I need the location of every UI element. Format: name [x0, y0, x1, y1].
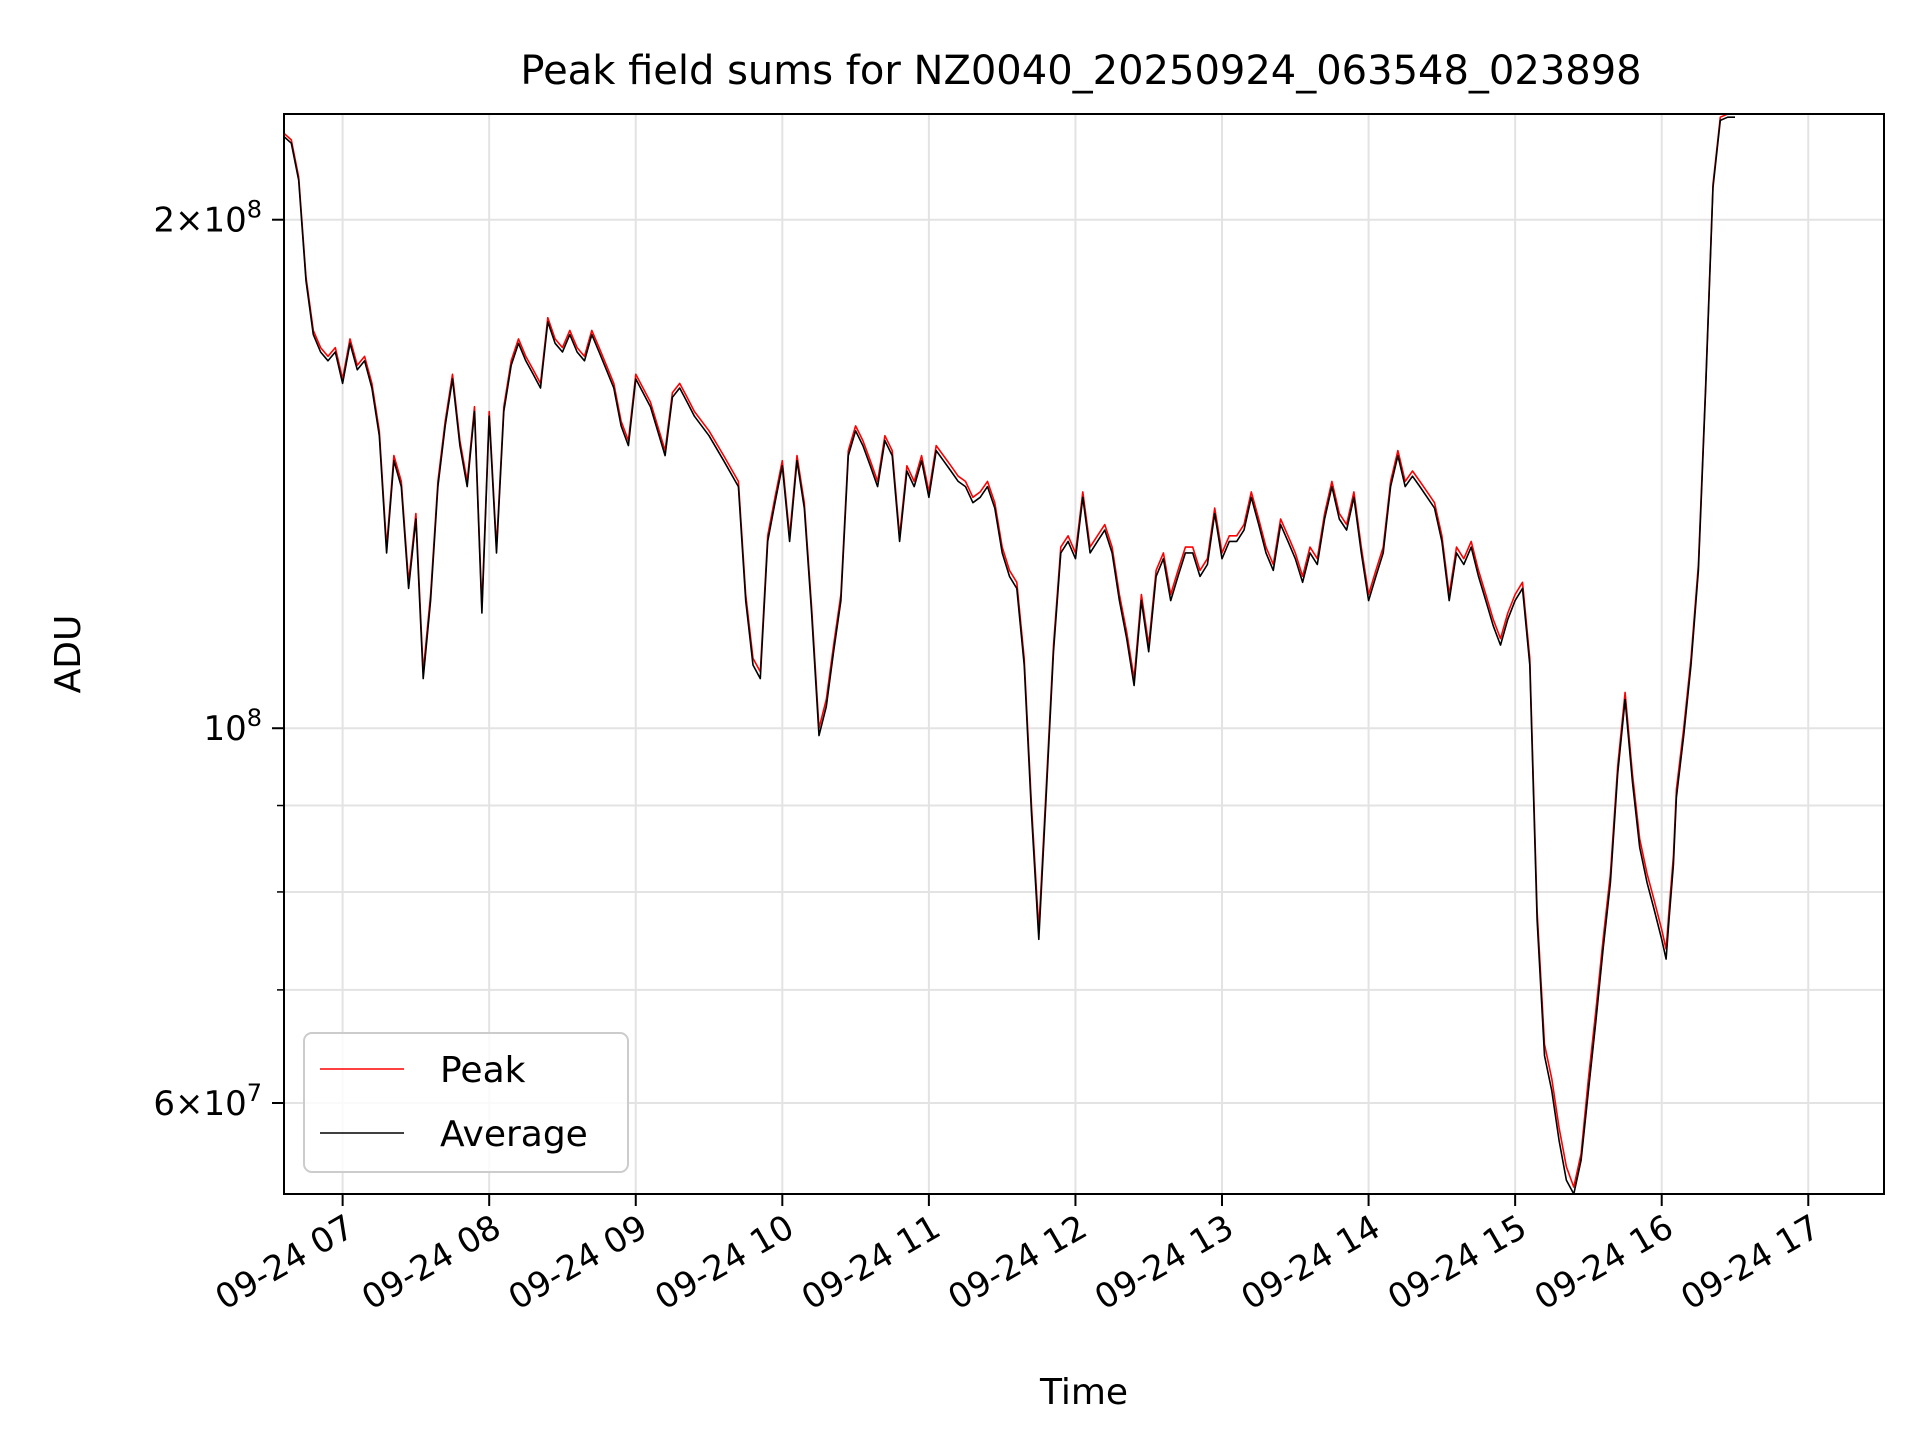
- y-tick-label: 2×108: [153, 196, 262, 241]
- grid: [284, 114, 1884, 1194]
- chart-title: Peak field sums for NZ0040_20250924_0635…: [520, 48, 1641, 94]
- y-axis-label: ADU: [48, 615, 89, 694]
- y-tick-label: 108: [203, 704, 262, 749]
- y-axis-ticks: 2×108 108 6×107: [153, 196, 284, 1124]
- legend-label-average: Average: [440, 1114, 588, 1155]
- y-tick-label: 6×107: [153, 1079, 262, 1124]
- legend-label-peak: Peak: [440, 1050, 526, 1091]
- x-axis-label: Time: [1039, 1372, 1128, 1413]
- series-line-average: [283, 116, 1735, 1195]
- legend-box: [303, 1032, 629, 1173]
- series-layer: [283, 113, 1735, 1195]
- legend: Peak Average: [303, 1032, 629, 1173]
- plot-frame: [283, 113, 1885, 1195]
